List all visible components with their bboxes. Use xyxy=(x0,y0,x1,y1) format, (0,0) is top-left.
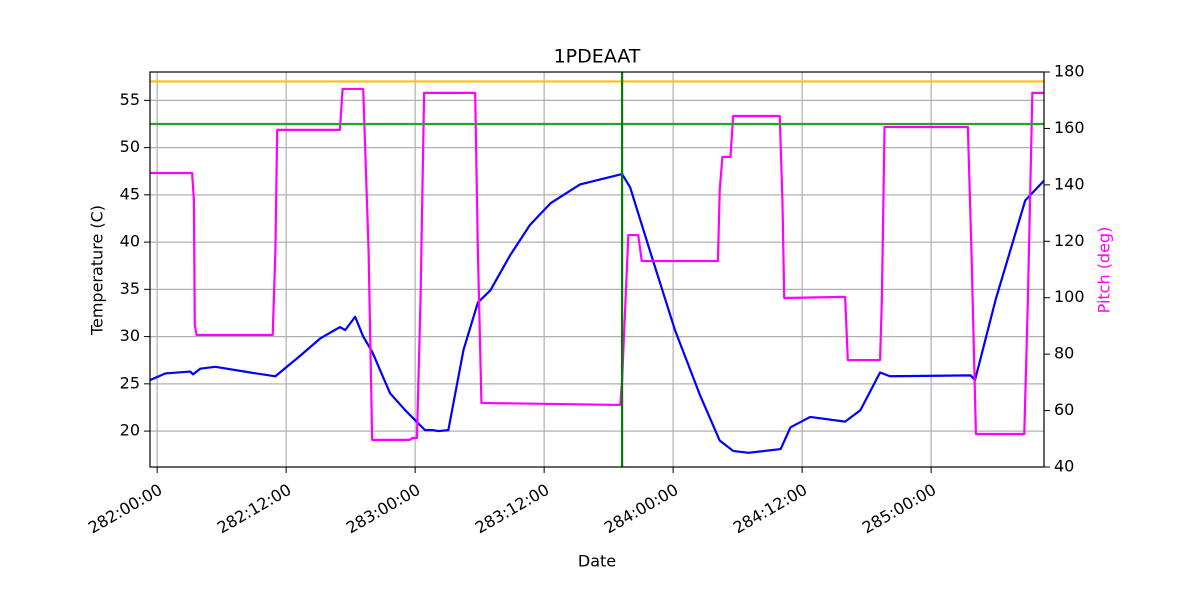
plot-area xyxy=(150,72,1044,467)
y-axis-label: Temperature (C) xyxy=(88,205,107,336)
y2-tick-label: 40 xyxy=(1054,457,1074,476)
x-tick-label: 283:12:00 xyxy=(472,480,553,537)
y2-tick-label: 140 xyxy=(1054,174,1085,193)
y-tick-label: 55 xyxy=(120,90,140,109)
y2-axis-label: Pitch (deg) xyxy=(1095,227,1114,314)
y-tick-label: 50 xyxy=(120,137,140,156)
y-tick-label: 35 xyxy=(120,279,140,298)
y-tick-label: 40 xyxy=(120,232,140,251)
x-tick-label: 283:00:00 xyxy=(343,480,424,537)
grid xyxy=(150,72,1044,467)
x-tick-label: 282:00:00 xyxy=(85,480,166,537)
x-tick-label: 282:12:00 xyxy=(214,480,295,537)
series-line xyxy=(150,87,1044,442)
x-tick-label: 285:00:00 xyxy=(859,480,940,537)
y2-tick-label: 80 xyxy=(1054,344,1074,363)
plot-lines xyxy=(150,72,1044,467)
series-line xyxy=(150,172,1044,454)
x-tick-label: 284:12:00 xyxy=(730,480,811,537)
y-tick-label: 25 xyxy=(120,373,140,392)
y-tick-label: 30 xyxy=(120,326,140,345)
y2-tick-label: 160 xyxy=(1054,118,1085,137)
x-tick-label: 284:00:00 xyxy=(601,480,682,537)
x-axis-label: Date xyxy=(578,552,616,571)
y2-tick-label: 180 xyxy=(1054,62,1085,81)
y-tick-label: 45 xyxy=(120,184,140,203)
y2-tick-label: 60 xyxy=(1054,400,1074,419)
y2-tick-label: 100 xyxy=(1054,287,1085,306)
y2-tick-label: 120 xyxy=(1054,231,1085,250)
y-tick-label: 20 xyxy=(120,421,140,440)
axes-frame xyxy=(149,71,1045,468)
chart-title: 1PDEAAT xyxy=(554,46,641,68)
